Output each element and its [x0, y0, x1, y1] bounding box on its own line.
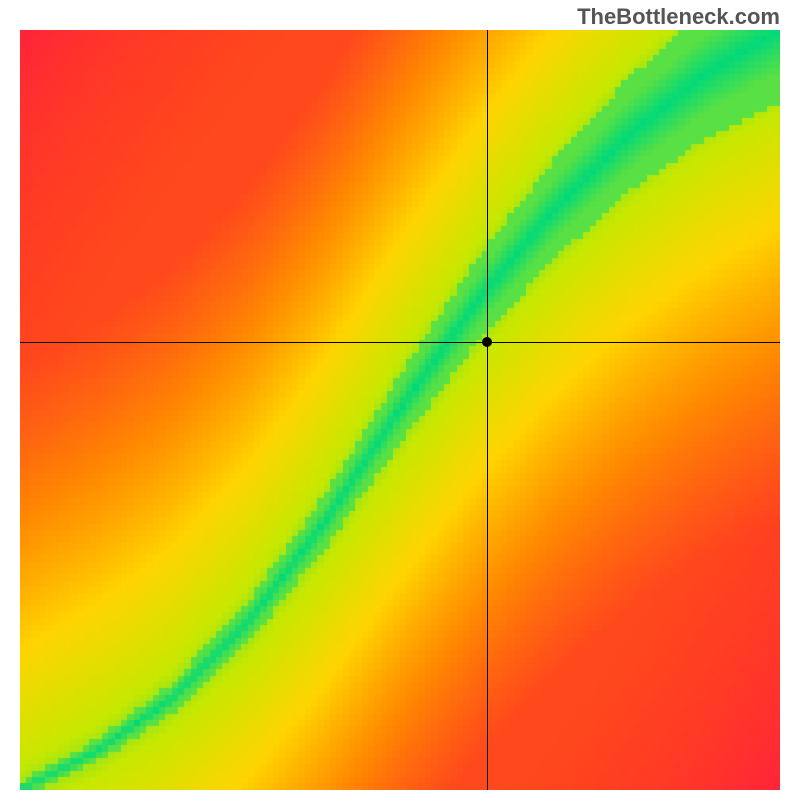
watermark-text: TheBottleneck.com	[577, 4, 780, 30]
crosshair-vertical	[487, 30, 488, 790]
heatmap-canvas	[20, 30, 780, 790]
crosshair-horizontal	[20, 342, 780, 343]
crosshair-marker	[482, 337, 492, 347]
bottleneck-heatmap	[20, 30, 780, 790]
